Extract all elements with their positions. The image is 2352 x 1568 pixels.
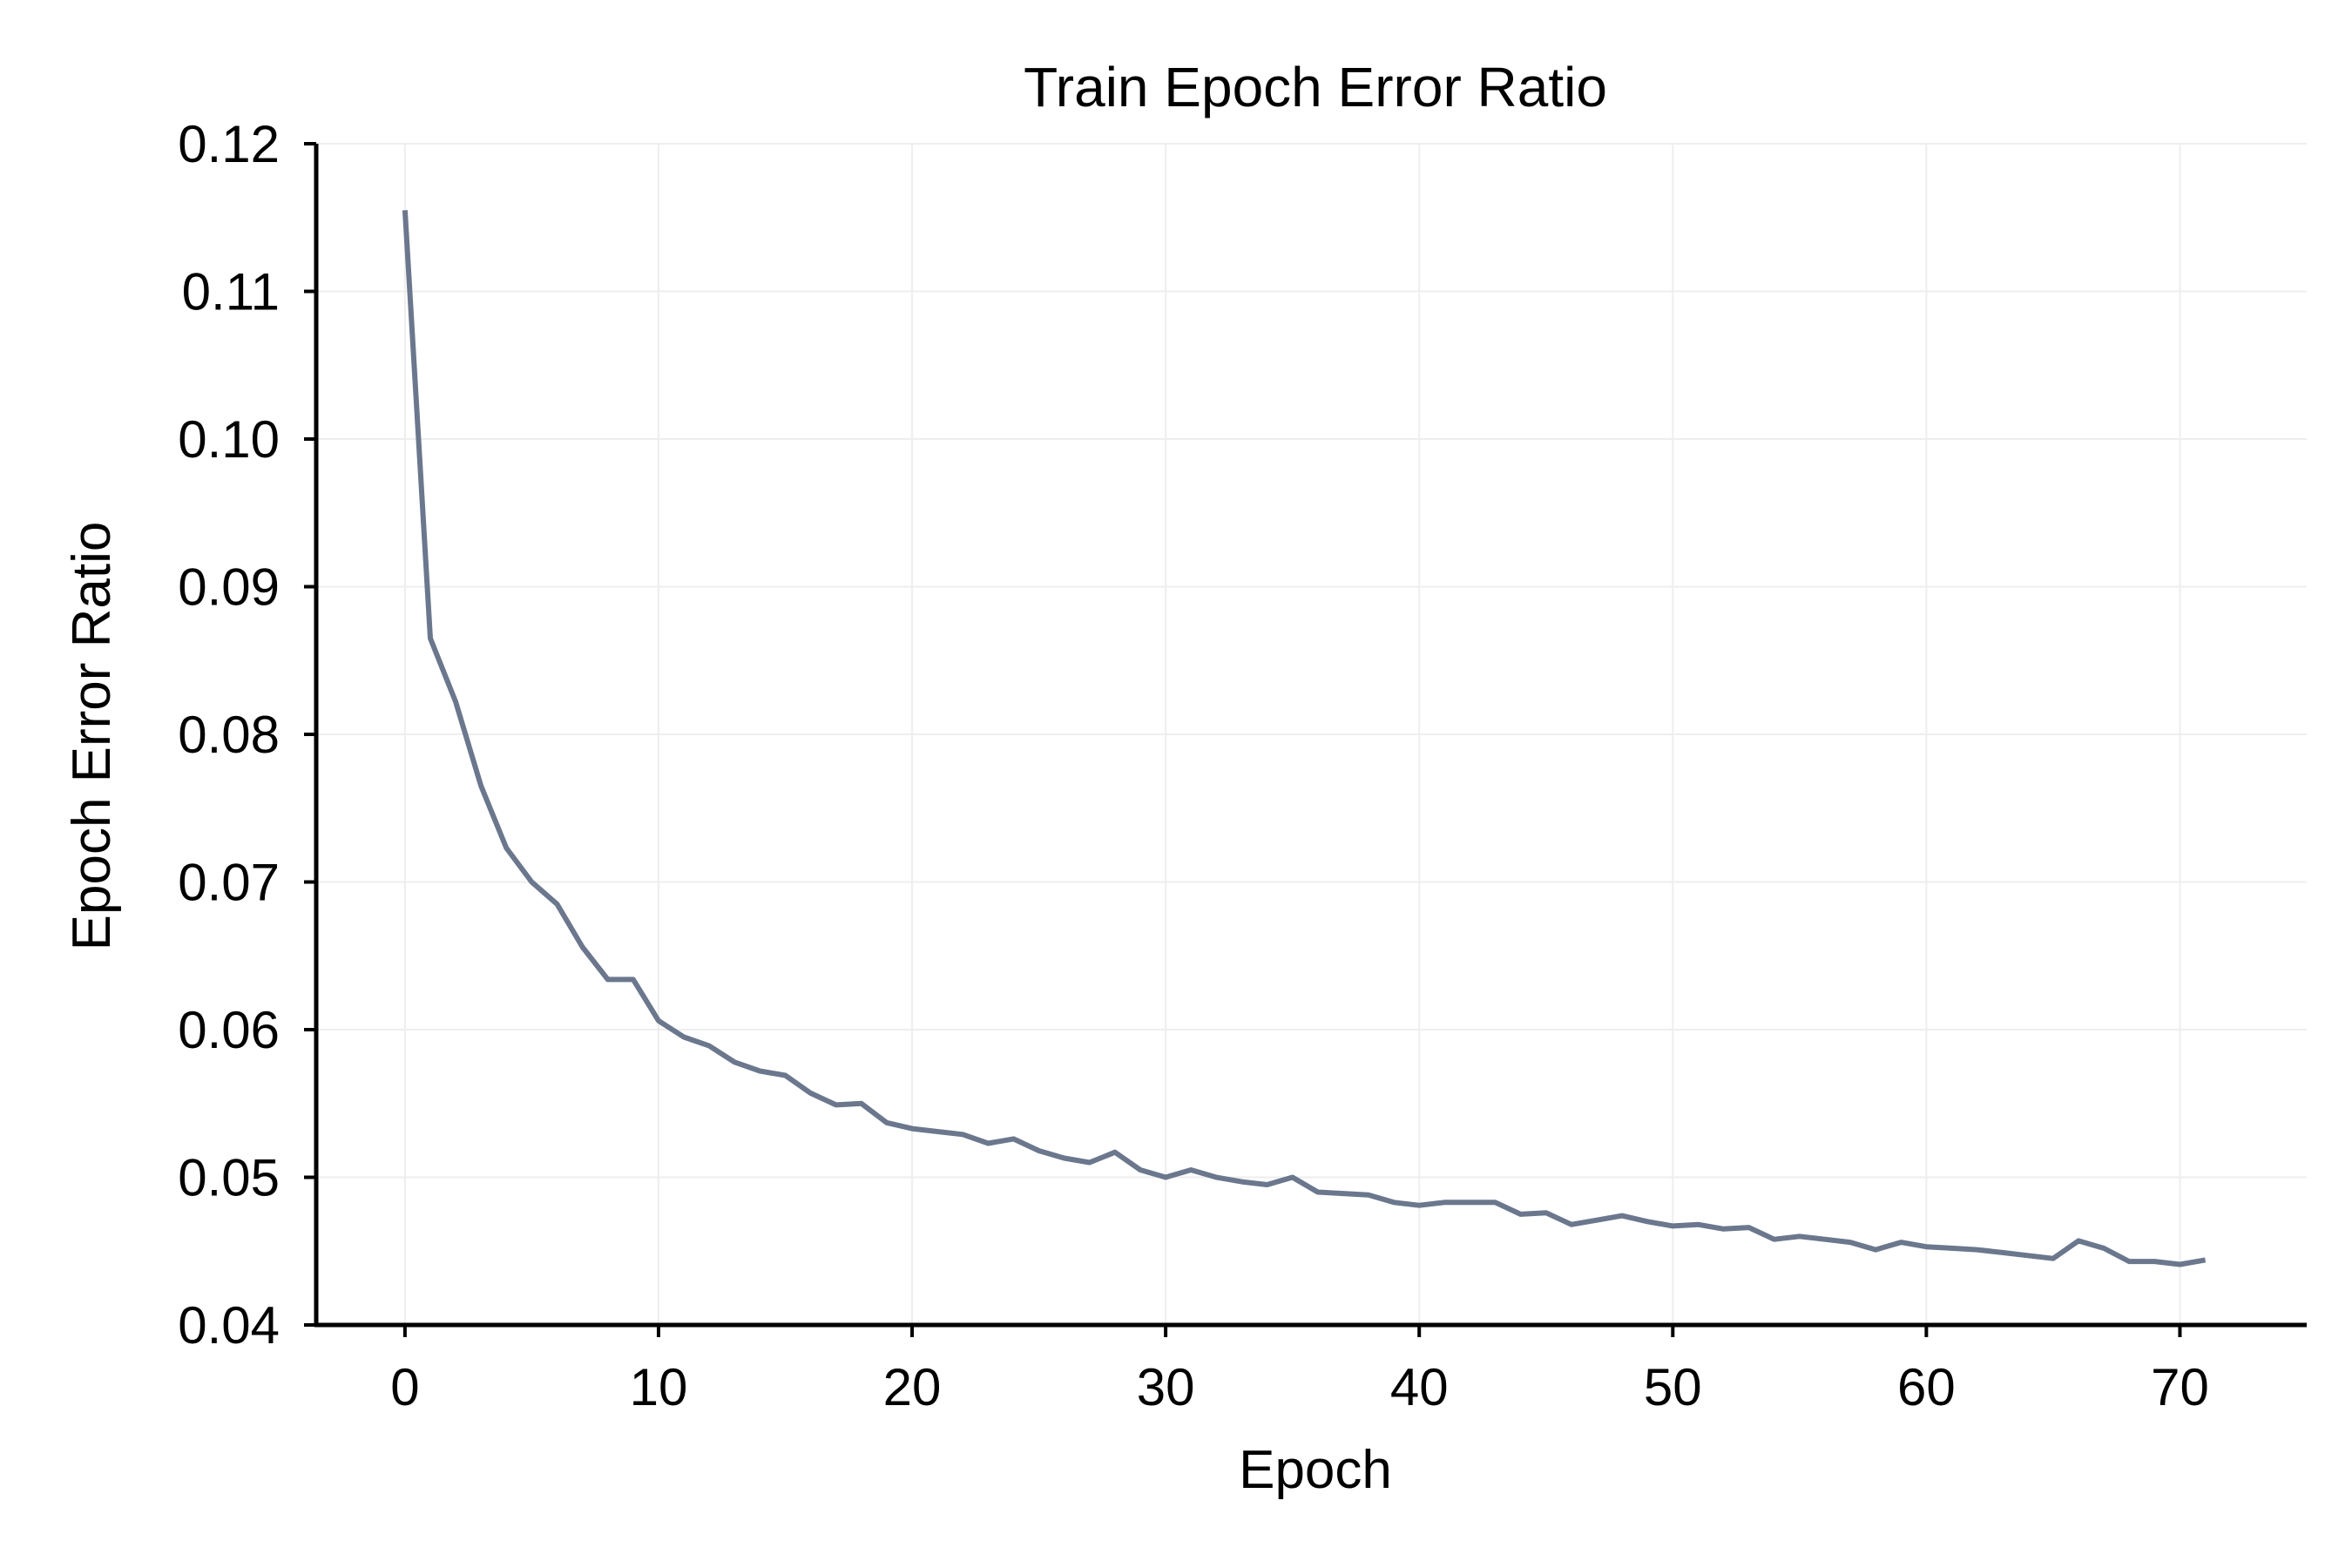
- y-tick-label: 0.11: [182, 263, 280, 321]
- y-tick-label: 0.12: [178, 115, 280, 173]
- x-tick-label: 10: [630, 1358, 688, 1416]
- x-tick-label: 0: [390, 1358, 419, 1416]
- grid: [316, 143, 2307, 1326]
- ticks: 0 10 20 30 40 50 60 70 0.04 0.05 0.06 0.07 0.08 0.09 0…: [178, 115, 2209, 1416]
- series-group: [402, 210, 2207, 1267]
- y-tick-label: 0.08: [178, 706, 280, 764]
- y-axis-title: Epoch Error Ratio: [62, 522, 122, 951]
- y-tick-label: 0.06: [178, 1001, 280, 1059]
- y-tick-label: 0.04: [178, 1296, 280, 1355]
- y-tick-label: 0.09: [178, 558, 280, 617]
- series-line: [402, 210, 2207, 1267]
- x-tick-label: 50: [1644, 1358, 1702, 1416]
- y-tick-label: 0.10: [178, 410, 280, 469]
- x-tick-label: 30: [1137, 1358, 1195, 1416]
- x-tick-label: 70: [2151, 1358, 2209, 1416]
- x-axis-title: Epoch: [1239, 1440, 1392, 1500]
- chart-title: Train Epoch Error Ratio: [1024, 56, 1607, 118]
- y-tick-label: 0.07: [178, 854, 280, 912]
- x-tick-label: 20: [883, 1358, 942, 1416]
- x-tick-label: 40: [1390, 1358, 1449, 1416]
- x-tick-label: 60: [1897, 1358, 1956, 1416]
- y-tick-label: 0.05: [178, 1149, 280, 1207]
